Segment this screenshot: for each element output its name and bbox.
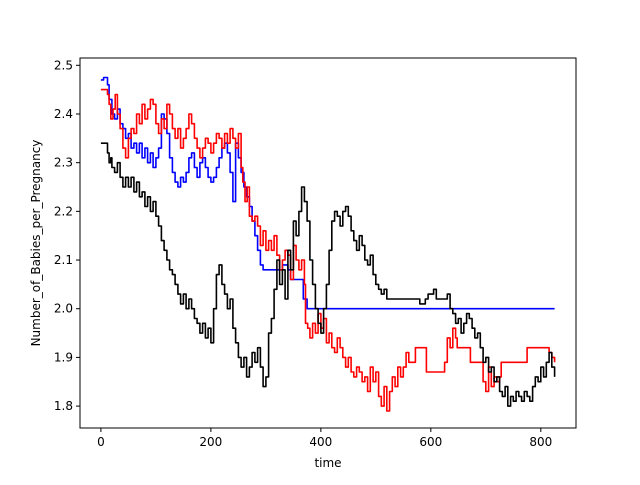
y-tick-label: 1.9 [54, 350, 73, 364]
y-axis-label: Number_of_Babies_per_Pregnancy [29, 140, 43, 347]
y-tick-label: 2.4 [54, 107, 73, 121]
y-tick-label: 2.1 [54, 253, 73, 267]
series-line-1 [100, 76, 555, 310]
x-axis-label: time [314, 456, 341, 470]
series-line-3 [100, 142, 556, 407]
y-axis: 1.8 1.9 2.0 2.1 2.2 2.3 2.4 2.5 [54, 58, 80, 413]
plot-frame [79, 57, 577, 429]
series-layer [100, 76, 556, 412]
series-line-2 [100, 88, 556, 412]
y-tick-label: 2.2 [54, 204, 73, 218]
x-tick-label: 200 [199, 435, 222, 449]
y-tick-label: 1.8 [54, 399, 73, 413]
x-axis: 0 200 400 600 800 [97, 428, 552, 449]
y-tick-label: 2.5 [54, 58, 73, 72]
x-tick-label: 0 [97, 435, 105, 449]
x-tick-label: 800 [529, 435, 552, 449]
x-tick-label: 600 [419, 435, 442, 449]
y-tick-label: 2.3 [54, 156, 73, 170]
x-tick-label: 400 [309, 435, 332, 449]
y-tick-label: 2.0 [54, 302, 73, 316]
